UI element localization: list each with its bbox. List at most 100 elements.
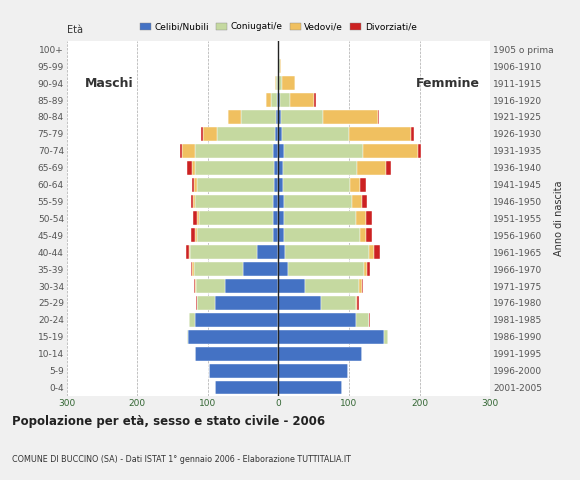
Bar [278, 194, 284, 208]
Bar [314, 93, 316, 107]
Bar [203, 127, 217, 141]
Bar [197, 178, 274, 192]
Bar [195, 144, 273, 157]
Bar [281, 110, 323, 124]
Bar [241, 110, 276, 124]
Bar [201, 127, 203, 141]
Bar [360, 178, 366, 192]
Bar [367, 262, 370, 276]
Bar [278, 59, 280, 73]
Bar [273, 144, 278, 157]
Bar [183, 144, 195, 157]
Bar [278, 161, 282, 175]
Bar [362, 194, 367, 208]
Bar [356, 212, 366, 225]
Bar [191, 262, 193, 276]
Bar [191, 178, 194, 192]
Bar [305, 279, 359, 293]
Bar [364, 262, 367, 276]
Bar [217, 127, 275, 141]
Bar [266, 93, 271, 107]
Bar [362, 279, 363, 293]
Bar [275, 76, 276, 90]
Bar [274, 178, 278, 192]
Bar [278, 364, 347, 378]
Bar [360, 228, 366, 242]
Bar [215, 296, 278, 310]
Bar [190, 245, 257, 259]
Bar [197, 228, 273, 242]
Bar [278, 262, 288, 276]
Bar [278, 144, 284, 157]
Bar [278, 127, 282, 141]
Bar [194, 262, 243, 276]
Bar [277, 93, 278, 107]
Bar [369, 245, 374, 259]
Text: Età: Età [67, 25, 83, 35]
Bar [284, 212, 356, 225]
Bar [193, 212, 197, 225]
Bar [366, 228, 372, 242]
Bar [350, 178, 360, 192]
Text: Maschi: Maschi [85, 77, 133, 90]
Bar [378, 110, 379, 124]
Bar [191, 194, 193, 208]
Bar [356, 313, 369, 327]
Bar [359, 279, 362, 293]
Bar [285, 245, 369, 259]
Bar [243, 262, 278, 276]
Bar [190, 313, 195, 327]
Bar [273, 212, 278, 225]
Bar [188, 330, 278, 344]
Bar [276, 76, 278, 90]
Bar [282, 76, 295, 90]
Bar [278, 347, 362, 360]
Bar [349, 127, 411, 141]
Bar [195, 313, 278, 327]
Bar [196, 296, 197, 310]
Bar [278, 178, 282, 192]
Bar [197, 296, 215, 310]
Bar [186, 245, 188, 259]
Bar [418, 144, 421, 157]
Bar [199, 212, 273, 225]
Bar [187, 330, 188, 344]
Bar [282, 161, 357, 175]
Bar [363, 144, 418, 157]
Bar [278, 296, 321, 310]
Bar [193, 262, 194, 276]
Text: COMUNE DI BUCCINO (SA) - Dati ISTAT 1° gennaio 2006 - Elaborazione TUTTITALIA.IT: COMUNE DI BUCCINO (SA) - Dati ISTAT 1° g… [12, 455, 350, 464]
Bar [209, 364, 278, 378]
Bar [280, 59, 281, 73]
Bar [278, 76, 282, 90]
Bar [278, 330, 384, 344]
Bar [284, 228, 360, 242]
Bar [282, 127, 349, 141]
Bar [282, 178, 350, 192]
Bar [196, 279, 226, 293]
Bar [386, 161, 392, 175]
Bar [257, 245, 278, 259]
Bar [278, 245, 285, 259]
Bar [193, 194, 195, 208]
Bar [357, 161, 386, 175]
Bar [215, 381, 278, 395]
Bar [197, 212, 199, 225]
Bar [278, 228, 284, 242]
Bar [273, 194, 278, 208]
Bar [374, 245, 380, 259]
Bar [280, 93, 289, 107]
Bar [321, 296, 356, 310]
Bar [229, 110, 241, 124]
Bar [180, 144, 183, 157]
Bar [366, 212, 372, 225]
Bar [276, 110, 278, 124]
Bar [195, 194, 273, 208]
Bar [191, 228, 195, 242]
Bar [278, 381, 342, 395]
Bar [274, 161, 278, 175]
Bar [278, 93, 280, 107]
Y-axis label: Anno di nascita: Anno di nascita [554, 180, 564, 256]
Bar [323, 110, 378, 124]
Bar [194, 178, 197, 192]
